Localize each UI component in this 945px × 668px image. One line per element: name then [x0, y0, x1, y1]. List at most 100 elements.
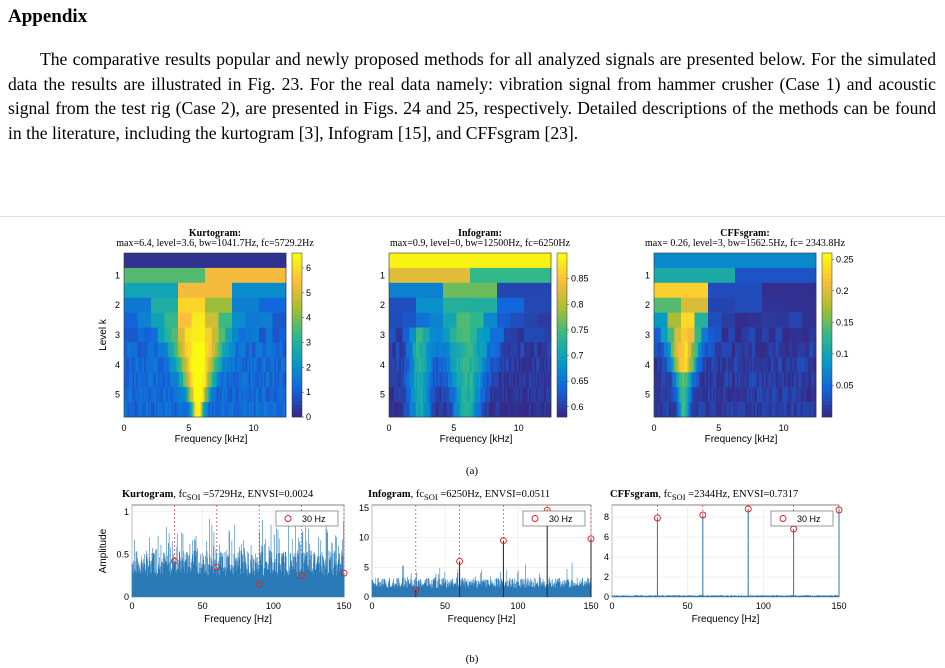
heatmap-cell [240, 387, 243, 403]
y-axis-label: Level k [98, 318, 109, 351]
heatmap-cell [404, 372, 407, 388]
heatmap-cell [235, 357, 238, 373]
heatmap-cell [723, 372, 726, 388]
heatmap-cell [253, 372, 256, 388]
heatmap-cell [748, 402, 751, 418]
heatmap-cell [221, 372, 224, 388]
heatmap-cell [527, 357, 530, 373]
colorbar-segment [557, 294, 567, 299]
heatmap-cell [682, 372, 685, 388]
heatmap-cell [232, 312, 246, 328]
heatmap-cell [171, 327, 179, 343]
heatmap-cell [770, 387, 773, 403]
heatmap-cell [125, 372, 128, 388]
heatmap-cell [137, 327, 145, 343]
heatmap-cell [417, 402, 420, 418]
heatmap-cell [500, 372, 503, 388]
heatmap-cell [446, 357, 449, 373]
heatmap-cell [814, 387, 817, 403]
heatmap-cell [476, 327, 484, 343]
heatmap-cell [213, 402, 216, 418]
heatmap-cell [147, 357, 150, 373]
heatmap-cell [178, 387, 180, 403]
heatmap-cell [657, 372, 660, 388]
heatmap-cell [794, 357, 797, 373]
heatmap-cell [149, 372, 152, 388]
heatmap-cell [540, 342, 545, 358]
colorbar-segment [557, 335, 567, 340]
heatmap-cell [476, 387, 479, 403]
heatmap-cell [694, 327, 702, 343]
colorbar-segment [292, 355, 302, 360]
legend-marker [531, 515, 539, 522]
heatmap-cell [485, 372, 488, 388]
heatmap-cell [127, 357, 130, 373]
heatmap-cell [237, 372, 240, 388]
heatmap-cell [125, 387, 128, 403]
heatmap-cell [164, 372, 167, 388]
heatmap-cell [527, 372, 530, 388]
heatmap-cell [486, 387, 489, 403]
heatmap-cell [534, 342, 538, 358]
heatmap-cell [515, 372, 518, 388]
heatmap-cell [178, 372, 180, 388]
heatmap-cell [193, 372, 196, 388]
heatmap-cell [188, 372, 191, 388]
heatmap-cell [441, 357, 444, 373]
colorbar-segment [822, 265, 832, 270]
heatmap-cell [517, 387, 520, 403]
heatmap-cell [205, 297, 233, 313]
spectrum-title: Infogram, fcSOI =6250Hz, ENVSI=0.0511 [368, 489, 550, 502]
heatmap-cell [456, 357, 459, 373]
heatmap-cell [726, 387, 729, 403]
heatmap-cell [208, 342, 213, 358]
heatmap-cell [395, 327, 403, 343]
heatmap-cell [419, 372, 422, 388]
heatmap-cell [731, 372, 734, 388]
heatmap-cell [530, 357, 533, 373]
heatmap-cell [429, 342, 434, 358]
heatmap-cell [483, 372, 486, 388]
heatmap-cell [733, 372, 736, 388]
heatmap-cell [775, 312, 790, 328]
legend-label: 30 Hz [797, 514, 821, 524]
colorbar-segment [557, 253, 567, 258]
heatmap-cell [459, 387, 462, 403]
heatmap-cell [269, 342, 273, 358]
heatmap-cell [274, 402, 277, 418]
heatmap-cell [414, 387, 417, 403]
heatmap-cell [682, 357, 685, 373]
heatmap-cell [696, 357, 699, 373]
heatmap-cell [733, 402, 736, 418]
heatmap-cell [470, 327, 478, 343]
heatmap-cell [416, 387, 418, 403]
heatmap-cell [775, 327, 783, 343]
heatmap-cell [275, 402, 278, 418]
heatmap-cell [245, 342, 250, 358]
heatmap-cell [259, 387, 261, 403]
heatmap-cell [713, 372, 716, 388]
heatmap-cell [497, 372, 499, 388]
heatmap-cell [443, 342, 447, 358]
heatmap-cell [654, 342, 658, 358]
heatmap-cell [517, 342, 521, 358]
heatmap-cell [789, 297, 817, 313]
heatmap-cell [473, 372, 476, 388]
heatmap-cell [223, 357, 226, 373]
heatmap-cell [232, 402, 234, 418]
heatmap-cell [166, 372, 169, 388]
y-tick-label: 15 [359, 503, 369, 513]
heatmap-cell [193, 402, 196, 418]
heatmap-cell [226, 357, 229, 373]
heatmap-cell [172, 357, 175, 373]
y-tick-label: 1 [124, 507, 129, 517]
heatmap-cell [282, 372, 285, 388]
heatmap-cell [714, 357, 717, 373]
colorbar-segment [557, 363, 567, 369]
heatmap-cell [692, 357, 695, 373]
heatmap-cell [789, 342, 793, 358]
heatmap-cell [478, 402, 481, 418]
heatmap-cell [211, 327, 219, 343]
heatmap-cell [711, 357, 714, 373]
heatmap-cell [716, 357, 719, 373]
